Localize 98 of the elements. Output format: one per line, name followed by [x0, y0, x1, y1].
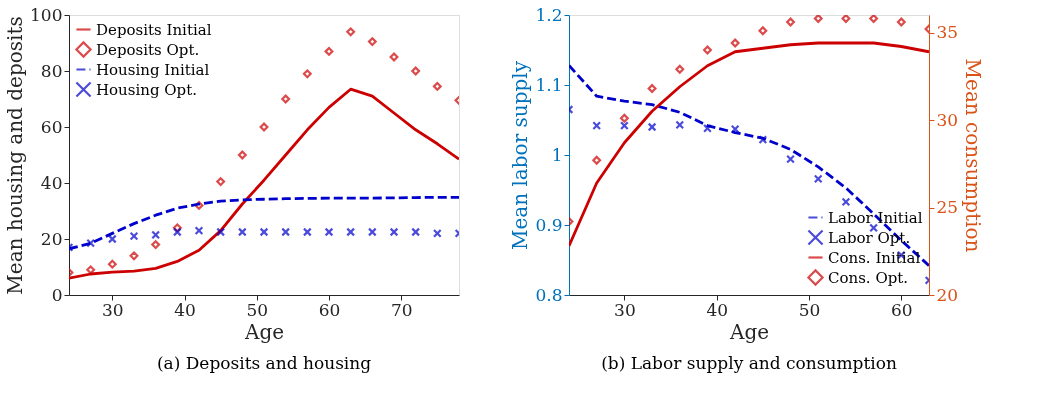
line-series: [69, 195, 459, 251]
y-tick-label: 20: [40, 228, 63, 249]
point: [896, 17, 906, 27]
point: [281, 227, 291, 237]
x-tick-label: 30: [102, 299, 124, 320]
point: [675, 64, 685, 74]
point: [786, 17, 795, 27]
point: [592, 121, 602, 131]
x-tick-label: 30: [614, 299, 636, 320]
point: [619, 113, 629, 123]
point: [432, 228, 442, 238]
y-tick-label: 1: [551, 144, 563, 165]
x-tick-label: 60: [890, 299, 913, 320]
point: [367, 227, 377, 237]
point: [194, 226, 204, 236]
point: [730, 124, 740, 134]
y-tick-label: 100: [30, 4, 63, 25]
point: [411, 227, 421, 237]
y2-axis-title: Mean consumption: [961, 58, 986, 253]
point: [129, 251, 139, 261]
y-tick-label: 60: [40, 116, 63, 137]
point: [194, 200, 204, 210]
y-tick-label: 40: [40, 172, 63, 193]
legend-label: Deposits Opt.: [96, 40, 200, 59]
point: [216, 177, 226, 187]
x-tick-label: 60: [318, 299, 341, 320]
point: [592, 155, 602, 165]
point: [432, 81, 442, 91]
point: [324, 227, 334, 237]
point: [216, 227, 226, 237]
point: [237, 150, 247, 160]
y-tick-label: 1.2: [535, 4, 563, 25]
y-tick-label: 0: [51, 284, 63, 305]
text: (a) Deposits and housing: [156, 353, 372, 373]
point: [107, 234, 117, 244]
point: [302, 227, 312, 237]
point: [237, 227, 247, 237]
point: [129, 231, 139, 241]
y2-tick-label: 20: [936, 284, 959, 305]
point: [302, 69, 312, 79]
point: [703, 45, 712, 55]
y2-tick-label: 35: [936, 22, 959, 42]
y-axis-title: Mean labor supply: [508, 60, 533, 251]
y-axis-title: Mean housing and deposits: [3, 16, 28, 295]
point: [346, 227, 356, 237]
point: [730, 38, 740, 48]
point: [259, 227, 269, 237]
y-tick-label: 0.9: [535, 214, 563, 235]
point: [346, 27, 356, 37]
point: [675, 120, 685, 130]
legend-label: Housing Opt.: [96, 80, 197, 99]
point: [841, 197, 851, 207]
x-axis-title: Age: [728, 319, 770, 344]
x-tick-label: 70: [390, 299, 413, 320]
point: [367, 37, 377, 47]
point: [389, 227, 399, 237]
x-axis-title: Age: [243, 319, 285, 344]
y-tick-label: 1.1: [535, 74, 563, 95]
point: [172, 223, 182, 233]
line-series: [569, 41, 929, 248]
point: [703, 123, 712, 133]
point: [86, 238, 96, 248]
point: [411, 66, 421, 76]
point: [151, 230, 161, 240]
point: [758, 135, 768, 145]
legend-label: Cons. Initial: [828, 248, 921, 267]
point: [151, 240, 161, 250]
legend-label: Labor Opt.: [828, 228, 911, 247]
legend-label: Cons. Opt.: [828, 268, 909, 287]
point: [647, 122, 657, 132]
point: [647, 84, 657, 93]
legend-label: Labor Initial: [828, 208, 923, 227]
x-tick-label: 50: [246, 299, 269, 320]
legend-label: Deposits Initial: [96, 20, 212, 39]
y-tick-label: 0.8: [535, 284, 563, 305]
point: [813, 174, 823, 184]
point: [389, 52, 399, 62]
point: [869, 223, 879, 233]
point: [324, 46, 334, 56]
point: [107, 259, 117, 269]
point: [758, 26, 768, 36]
y-tick-label: 80: [40, 60, 63, 81]
y2-tick-label: 30: [936, 109, 959, 130]
line-series: [569, 64, 929, 267]
point: [281, 94, 291, 104]
point: [841, 15, 851, 23]
point: [813, 15, 823, 23]
point: [172, 227, 182, 237]
point: [619, 121, 629, 131]
point: [786, 154, 795, 164]
y2-tick-label: 25: [936, 197, 959, 217]
point: [259, 122, 269, 132]
x-tick-label: 40: [174, 299, 196, 320]
x-tick-label: 50: [798, 299, 821, 320]
legend-label: Housing Initial: [96, 60, 210, 79]
x-tick-label: 40: [706, 299, 729, 320]
text: (b) Labor supply and consumption: [601, 353, 897, 373]
point: [869, 15, 879, 23]
